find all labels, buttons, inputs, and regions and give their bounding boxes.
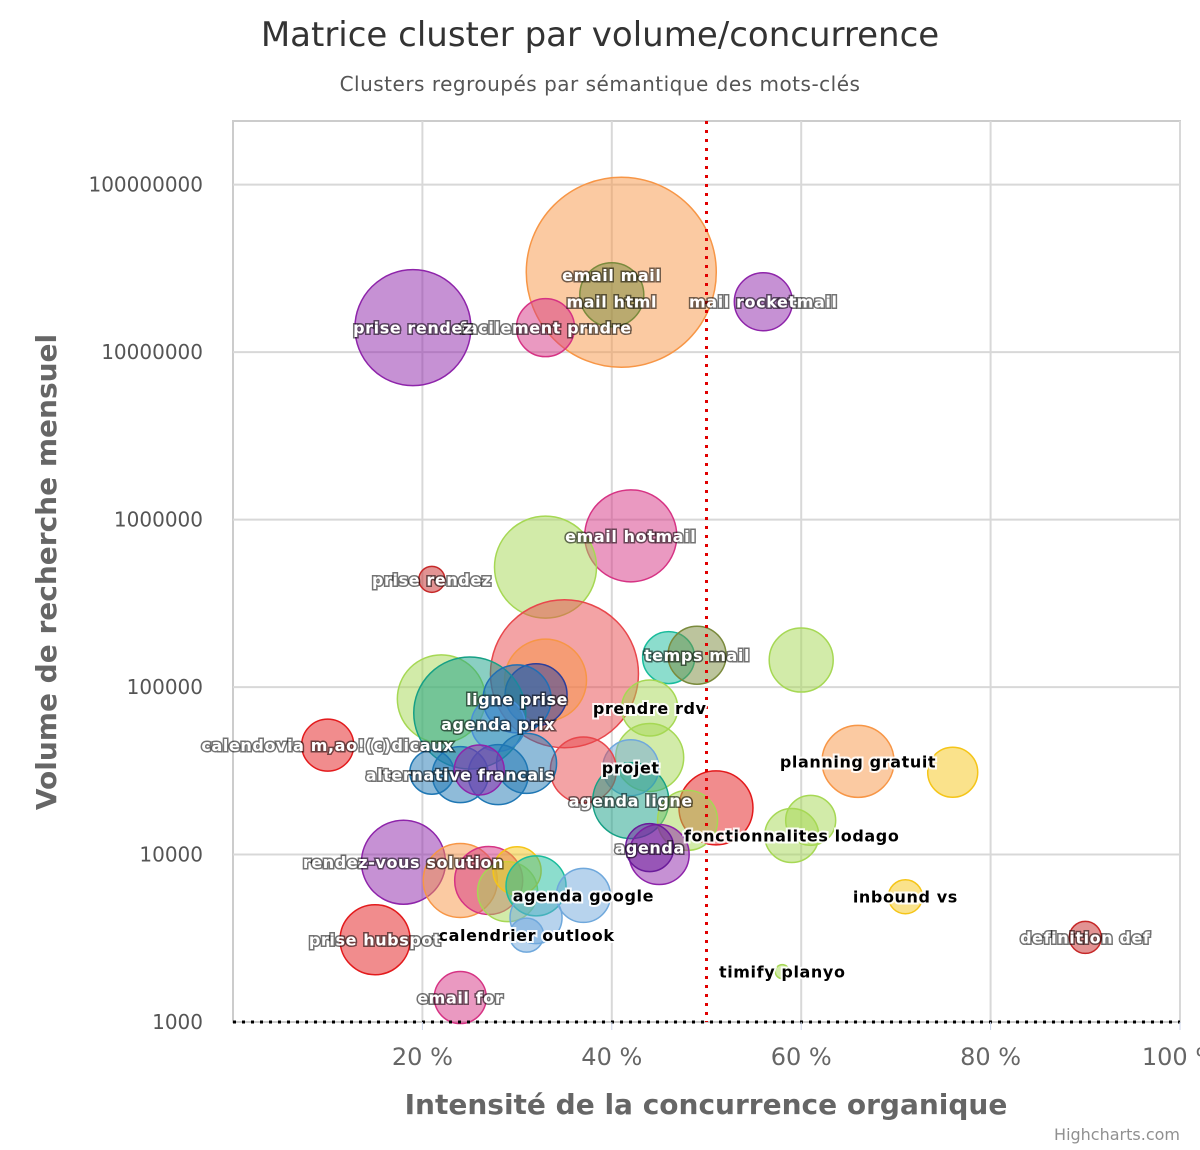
- y-tick-label: 1000: [152, 1010, 203, 1034]
- bubble-label: calendovia m,ao!(c)dicaux: [201, 736, 454, 755]
- bubble-label: agenda google: [513, 886, 654, 905]
- bubble-point[interactable]: [926, 746, 979, 798]
- bubble-point[interactable]: [555, 867, 612, 924]
- bubble-point[interactable]: [1068, 920, 1103, 955]
- bubble-point[interactable]: [433, 970, 488, 1025]
- bubble-label: facilement prndre: [459, 319, 631, 338]
- bubble-point[interactable]: [339, 903, 411, 976]
- bubble-point[interactable]: [624, 822, 675, 873]
- y-tick-label: 100000: [127, 675, 203, 699]
- y-tick-label: 100000000: [88, 173, 203, 197]
- x-tick-label: 80 %: [960, 1043, 1021, 1071]
- bubble-point[interactable]: [768, 627, 834, 693]
- reference-lines: [233, 121, 1180, 1024]
- bubble-point[interactable]: [418, 565, 446, 594]
- bubble-label: mail rocketmail: [689, 293, 838, 312]
- bubble-label: prise rendez: [372, 570, 492, 589]
- bubble-label: ligne prise: [466, 690, 568, 709]
- chart-title: Matrice cluster par volume/concurrence: [261, 15, 939, 55]
- bubble-point[interactable]: [821, 724, 895, 799]
- bubble-label: prise rendez: [353, 319, 473, 338]
- bubble-label: alternative francais: [366, 766, 555, 785]
- bubble-label: inbound vs: [853, 888, 958, 907]
- y-tick-label: 10000000: [101, 340, 203, 364]
- x-axis-title: Intensité de la concurrence organique: [405, 1088, 1008, 1121]
- bubble-label: prise hubspot: [309, 931, 441, 950]
- bubble-label: agenda ligne: [569, 792, 693, 811]
- bubble-point[interactable]: [579, 262, 645, 328]
- y-tick-label: 1000000: [114, 508, 203, 532]
- bubble-label: agenda prix: [441, 715, 555, 734]
- bubble-point[interactable]: [774, 963, 791, 980]
- bubble-label: agenda: [615, 839, 685, 858]
- bubble-label: calendrier outlook: [439, 926, 615, 945]
- bubble-point[interactable]: [508, 917, 545, 953]
- bubble-point[interactable]: [667, 625, 727, 685]
- x-tick-label: 20 %: [392, 1043, 453, 1071]
- bubble-label: fonctionnalites lodago: [684, 826, 899, 845]
- bubble-point[interactable]: [354, 268, 472, 387]
- chart-subtitle: Clusters regroupés par sémantique des mo…: [340, 72, 861, 96]
- bubble-label: prendre rdv: [593, 699, 707, 718]
- bubble-point[interactable]: [733, 271, 794, 332]
- bubble-point[interactable]: [300, 718, 355, 772]
- bubble-label: definition def: [1020, 928, 1151, 947]
- bubble-label: email mail: [562, 266, 661, 285]
- bubble-label: email for: [417, 989, 503, 1008]
- bubble-series: [300, 176, 1103, 1025]
- bubble-label: planning gratuit: [780, 752, 936, 771]
- x-tick-label: 40 %: [581, 1043, 642, 1071]
- bubble-label: email hotmail: [565, 527, 696, 546]
- bubble-label: mail html: [566, 293, 657, 312]
- y-tick-label: 10000: [139, 843, 203, 867]
- bubble-label: rendez-vous solution: [303, 853, 504, 872]
- bubble-point[interactable]: [763, 807, 820, 864]
- axes: 20 % 40 % 60 % 80 % 100 % 1000 10000 100000 1000…: [88, 173, 1200, 1071]
- bubble-point[interactable]: [453, 744, 505, 796]
- y-axis-title: Volume de recherche mensuel: [30, 334, 63, 810]
- bubble-point[interactable]: [515, 297, 576, 358]
- bubble-labels: email mail mail html mail rocketmail facile…: [200, 264, 1152, 1009]
- bubble-label: temps mail: [644, 646, 750, 665]
- bubble-point[interactable]: [887, 878, 924, 915]
- bubble-label: timify planyo: [719, 963, 846, 982]
- bubble-label: projet: [602, 759, 660, 778]
- x-tick-label: 100 %: [1142, 1043, 1200, 1071]
- x-tick-label: 60 %: [771, 1043, 832, 1071]
- credits-link[interactable]: Highcharts.com: [1054, 1125, 1180, 1144]
